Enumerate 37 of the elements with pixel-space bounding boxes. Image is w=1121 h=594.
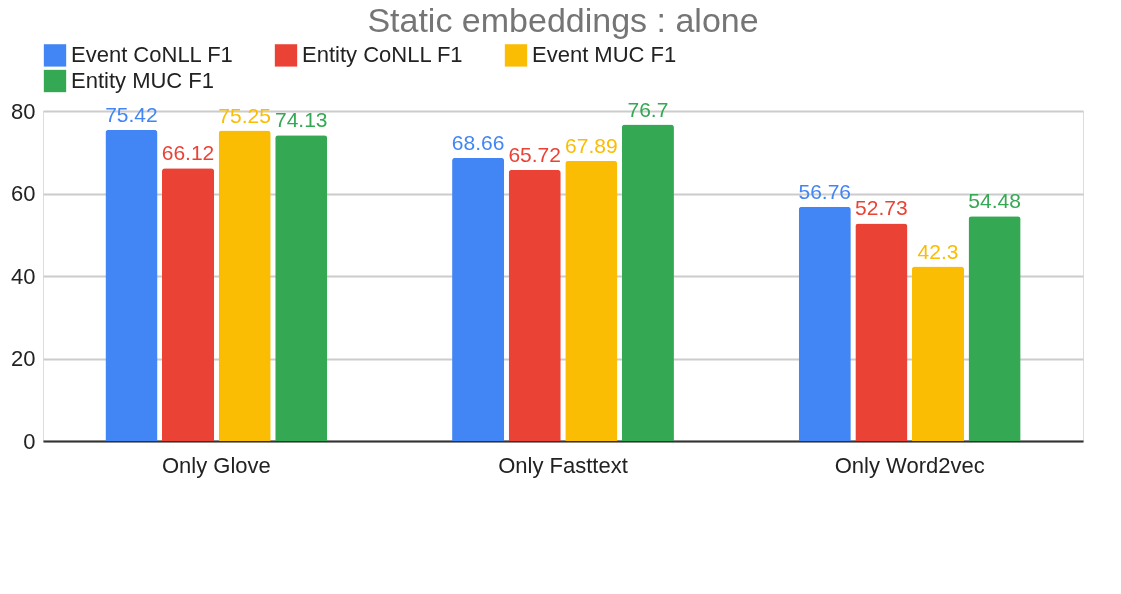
bar xyxy=(798,206,851,441)
data-label: 75.25 xyxy=(218,103,271,127)
bar xyxy=(968,216,1021,441)
bar xyxy=(621,124,674,441)
legend-label: Entity CoNLL F1 xyxy=(302,42,463,68)
bar xyxy=(105,129,158,441)
y-tick-label: 40 xyxy=(11,263,36,289)
x-tick-label: Only Glove xyxy=(161,452,271,478)
x-tick-label: Only Word2vec xyxy=(834,452,985,478)
bar xyxy=(508,169,561,441)
y-tick-label: 60 xyxy=(11,181,36,206)
y-tick-label: 0 xyxy=(23,428,36,454)
data-label: 42.3 xyxy=(917,239,959,263)
data-label: 52.73 xyxy=(855,196,908,220)
legend-label: Entity MUC F1 xyxy=(71,68,215,93)
bar xyxy=(452,157,505,441)
bar xyxy=(275,135,328,441)
bar xyxy=(855,223,908,441)
data-label: 75.42 xyxy=(105,102,158,126)
data-label: 68.66 xyxy=(451,130,505,154)
y-tick-label: 20 xyxy=(11,346,36,371)
legend-label: Event CoNLL F1 xyxy=(71,42,233,68)
data-label: 65.72 xyxy=(508,142,561,166)
bar xyxy=(565,160,618,441)
data-label: 74.13 xyxy=(274,108,328,132)
data-label: 56.76 xyxy=(798,179,852,203)
data-label: 67.89 xyxy=(565,133,618,157)
legend-label: Event MUC F1 xyxy=(532,42,677,68)
bar xyxy=(218,130,271,441)
data-label: 76.7 xyxy=(627,97,669,121)
bar xyxy=(162,168,215,441)
bar xyxy=(911,266,964,441)
x-tick-label: Only Fasttext xyxy=(498,452,628,478)
data-label: 54.48 xyxy=(968,189,1021,213)
chart-title: Static embeddings : alone xyxy=(367,1,759,39)
y-tick-label: 80 xyxy=(11,98,36,124)
data-label: 66.12 xyxy=(161,141,215,165)
